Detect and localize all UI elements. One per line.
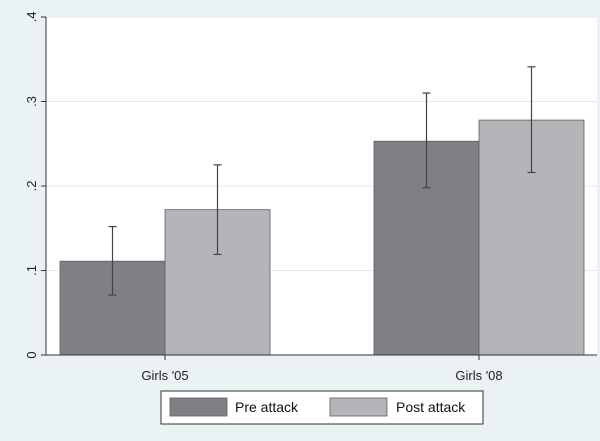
- y-tick-label: 0: [24, 351, 39, 358]
- legend-label: Pre attack: [235, 399, 299, 415]
- axes: [41, 16, 597, 360]
- error-bars: [108, 66, 536, 296]
- legend: Pre attack Post attack: [160, 390, 484, 425]
- x-tick-label: Girls '08: [455, 368, 502, 383]
- x-tick-label: Girls '05: [141, 368, 188, 383]
- y-tick-label: .3: [24, 96, 39, 107]
- tick-labels: 0 .1 .2 .3 .4 Girls '05 Girls '08: [24, 12, 503, 383]
- y-tick-label: .2: [24, 181, 39, 192]
- y-tick-label: .4: [24, 12, 39, 23]
- legend-swatch: [329, 397, 388, 417]
- y-tick-label: .1: [24, 265, 39, 276]
- legend-swatch: [169, 397, 228, 417]
- legend-label: Post attack: [396, 399, 466, 415]
